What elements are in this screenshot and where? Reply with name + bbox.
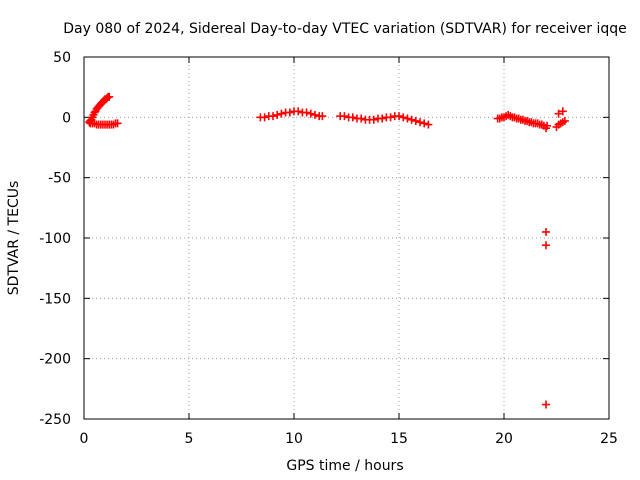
- x-tick-label: 10: [285, 431, 303, 447]
- data-point: [395, 112, 403, 121]
- data-point: [403, 114, 412, 123]
- data-point: [269, 112, 277, 121]
- y-axis-label: SDTVAR / TECUs: [6, 181, 22, 296]
- y-tick-label: -150: [39, 291, 71, 307]
- data-point: [386, 113, 395, 122]
- x-tick-label: 25: [600, 431, 618, 447]
- data-point: [113, 119, 122, 128]
- data-point: [424, 120, 433, 129]
- data-point: [318, 112, 327, 121]
- data-point: [542, 400, 550, 409]
- data-point: [306, 109, 315, 118]
- data-point: [542, 227, 550, 236]
- y-tick-label: -100: [39, 231, 71, 247]
- data-point: [420, 119, 429, 128]
- data-point: [560, 116, 569, 125]
- chart-title: Day 080 of 2024, Sidereal Day-to-day VTE…: [63, 21, 627, 37]
- x-axis-label: GPS time / hours: [286, 458, 403, 474]
- axis-ticks: [83, 56, 610, 420]
- data-point: [554, 109, 563, 118]
- grid-lines: [84, 57, 609, 419]
- data-point: [357, 114, 366, 123]
- data-point: [348, 113, 357, 122]
- data-point: [542, 241, 550, 250]
- data-point: [369, 115, 378, 124]
- data-point: [378, 114, 387, 123]
- data-point: [285, 108, 294, 117]
- data-point: [543, 121, 552, 130]
- data-point: [558, 107, 567, 116]
- data-point: [340, 112, 349, 121]
- y-tick-label: -250: [39, 412, 71, 428]
- data-point: [302, 108, 311, 117]
- data-point: [311, 110, 319, 119]
- x-tick-label: 5: [185, 431, 194, 447]
- y-tick-label: -50: [48, 171, 71, 187]
- y-tick-label: 0: [62, 110, 71, 126]
- data-point: [411, 116, 420, 125]
- y-tick-labels: 50 0 -50 -100 -150 -200 -250: [39, 50, 71, 428]
- x-tick-label: 20: [495, 431, 513, 447]
- x-tick-label: 0: [80, 431, 89, 447]
- y-tick-label: -200: [39, 352, 71, 368]
- x-tick-label: 15: [390, 431, 408, 447]
- x-tick-labels: 0 5 10 15 20 25: [80, 431, 618, 447]
- data-point: [399, 113, 408, 122]
- data-point: [273, 110, 282, 119]
- data-point: [294, 107, 303, 116]
- y-tick-label: 50: [53, 50, 71, 66]
- data-points: [85, 92, 569, 409]
- plot-frame: [83, 56, 610, 420]
- data-point: [416, 118, 424, 127]
- data-point: [105, 92, 114, 101]
- data-point: [260, 113, 269, 122]
- data-point: [277, 109, 286, 118]
- data-point: [407, 115, 416, 124]
